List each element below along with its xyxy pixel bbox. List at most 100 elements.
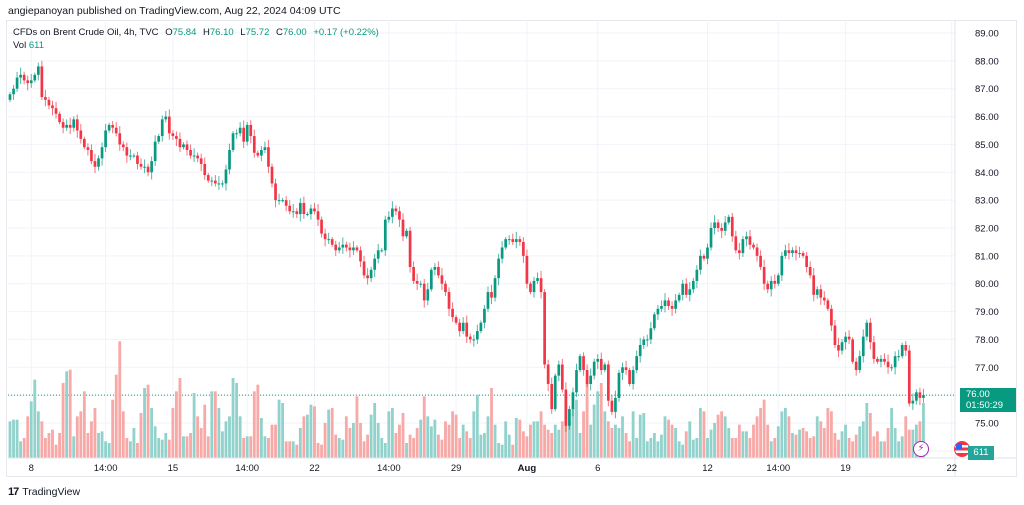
candle [865, 319, 869, 341]
candle-body [688, 289, 692, 295]
candle [461, 317, 465, 335]
candle [192, 148, 196, 162]
candle-body [167, 116, 171, 134]
volume-bar [900, 436, 904, 458]
volume-bar [228, 416, 231, 458]
candle [210, 176, 214, 187]
candle-body [252, 136, 256, 153]
candle-body [298, 202, 302, 215]
candle [394, 205, 398, 216]
volume-bar [465, 431, 469, 458]
candle-body [794, 250, 798, 254]
volume-bar [213, 391, 217, 458]
volume-bar [256, 384, 260, 458]
x-tick-label: 6 [595, 463, 600, 474]
volume-bar [61, 383, 65, 458]
candle-body [65, 124, 68, 128]
volume-bar [224, 421, 228, 458]
grid [8, 20, 955, 458]
candle [667, 297, 670, 310]
candle [263, 141, 267, 154]
volume-bar [826, 408, 830, 458]
volume-bar [578, 433, 582, 458]
candle-body [100, 147, 104, 159]
candle-body [706, 247, 709, 259]
candle [72, 116, 76, 132]
candle-body [19, 74, 22, 78]
candle-body [511, 239, 515, 242]
candle-body [890, 367, 893, 369]
lightning-icon[interactable]: ⚡ [913, 441, 929, 457]
candle [546, 359, 550, 392]
candle [780, 251, 784, 281]
volume-bar [617, 428, 621, 458]
candle [178, 132, 182, 152]
candle [337, 241, 341, 254]
candle-body [755, 247, 759, 256]
legend-open-label: O [165, 27, 173, 38]
candle [904, 341, 908, 357]
candle-body [334, 244, 338, 251]
candle-body [440, 275, 444, 284]
volume-bar [822, 428, 826, 458]
candle [560, 358, 564, 393]
legend-volume-row: Vol 611 [13, 39, 379, 52]
volume-bar [815, 416, 819, 458]
candle [214, 175, 217, 187]
volume-bar [861, 421, 865, 458]
candle [454, 314, 458, 325]
candle-body [33, 74, 37, 81]
candle-body [387, 216, 391, 220]
candle-body [355, 247, 359, 251]
candle [911, 393, 915, 410]
volume-bar [33, 379, 37, 458]
candle-body [911, 400, 915, 404]
candle-body [107, 124, 111, 131]
candle-body [476, 331, 479, 340]
candle [118, 126, 122, 151]
legend-high-label: H [203, 27, 210, 38]
candle-body [596, 358, 600, 362]
candle-body [281, 200, 284, 202]
candle-body [833, 325, 837, 345]
volume-bar [854, 434, 858, 458]
candle [231, 131, 235, 153]
candle-body [568, 409, 571, 426]
candle-body [8, 94, 12, 100]
candle [355, 245, 359, 253]
candle [851, 337, 854, 364]
candle [791, 247, 794, 257]
volume-bar [305, 414, 309, 458]
candle [483, 304, 486, 329]
y-tick-label: 79.00 [975, 307, 999, 318]
candle-body [667, 300, 670, 306]
candle [458, 318, 461, 337]
candle-body [695, 269, 699, 281]
candle [649, 321, 653, 345]
candle-body [451, 308, 454, 318]
candle [36, 62, 40, 81]
volume-bar [118, 341, 122, 458]
volume-bar [759, 408, 763, 458]
candle [238, 122, 242, 137]
y-tick-label: 89.00 [975, 29, 999, 40]
volume-bar [560, 421, 564, 458]
candle [93, 153, 97, 174]
candle [398, 206, 401, 227]
candle [270, 163, 274, 188]
legend-close-label: C [276, 27, 283, 38]
volume-bar [15, 419, 19, 458]
candle [334, 240, 338, 256]
volume-bar [879, 441, 883, 458]
candle [638, 337, 642, 363]
candle-body [189, 149, 192, 156]
candle-body [660, 305, 663, 309]
volume-bar [720, 411, 724, 458]
candle-body [560, 364, 564, 390]
volume-bar [405, 443, 408, 458]
candle-body [907, 350, 911, 404]
candle-body [157, 136, 161, 142]
candle [291, 204, 295, 218]
volume-bar [829, 411, 833, 458]
